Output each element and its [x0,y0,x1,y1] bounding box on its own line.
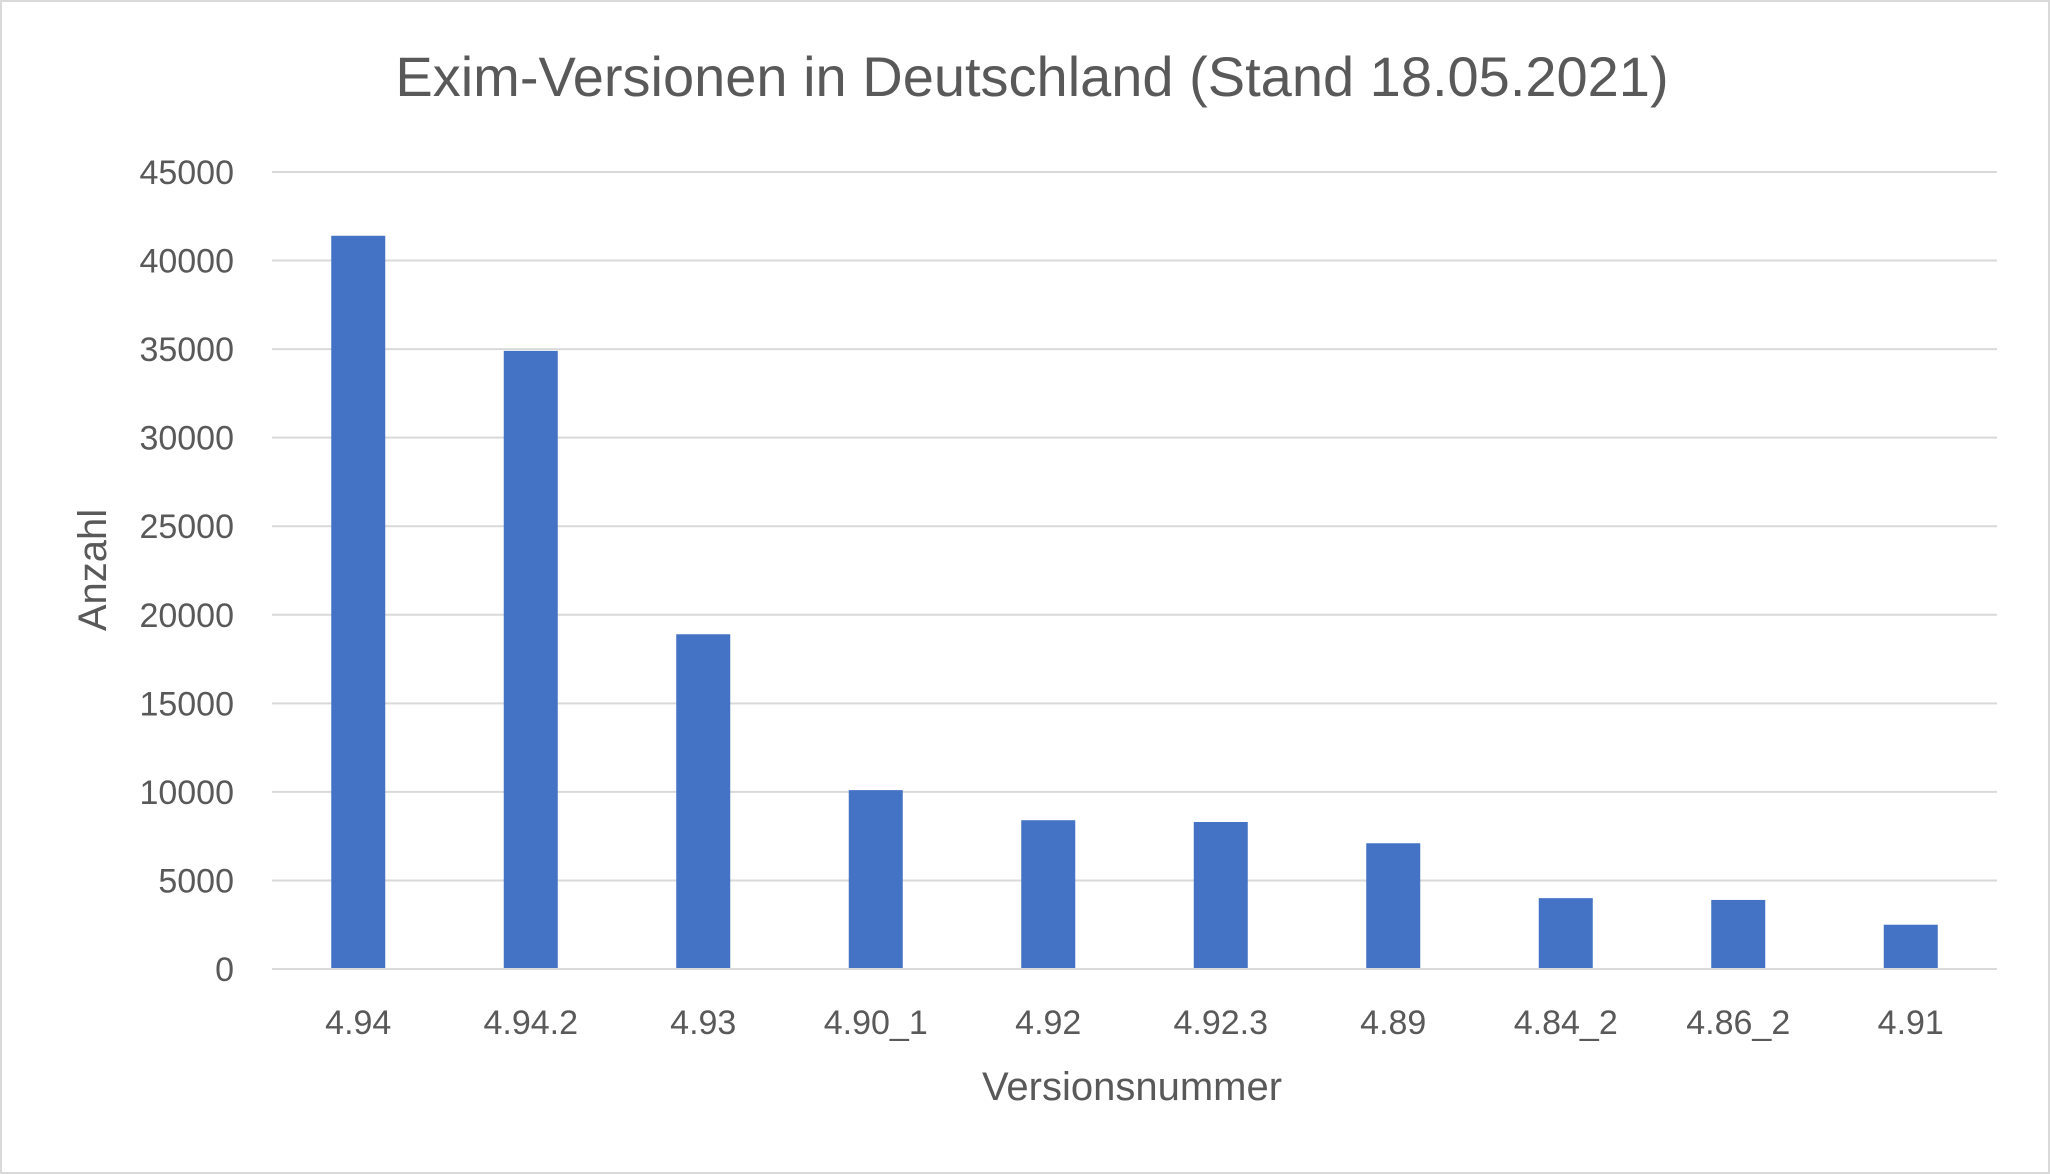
y-tick-label: 15000 [139,685,234,723]
x-tick-label: 4.93 [670,1004,736,1042]
bar-4.84_2 [1538,898,1593,969]
x-tick-label: 4.89 [1360,1004,1426,1042]
bar-4.86_2 [1711,899,1766,969]
bar-4.92 [1021,820,1076,969]
y-tick-label: 45000 [139,154,234,192]
x-tick-label: 4.94 [325,1004,391,1042]
y-tick-label: 25000 [139,508,234,546]
y-axis-title: Anzahl [71,509,115,631]
x-tick-label: 4.84_2 [1514,1004,1618,1042]
x-tick-label: 4.90_1 [824,1004,928,1042]
chart-title: Exim-Versionen in Deutschland (Stand 18.… [395,45,1668,108]
bar-4.93 [676,634,731,969]
bars [331,235,1938,970]
x-axis-title: Versionsnummer [982,1065,1282,1109]
bar-4.90_1 [848,790,903,969]
y-tick-label: 30000 [139,420,234,458]
x-tick-label: 4.94.2 [483,1004,578,1042]
y-tick-label: 0 [215,951,234,989]
bar-4.92.3 [1193,821,1248,969]
gridlines [272,171,1997,882]
x-tick-label: 4.92.3 [1173,1004,1268,1042]
x-axis-tick-labels: 4.94 4.94.2 4.93 4.90_1 4.92 4.92.3 4.89 4.84_2… [325,1004,1944,1042]
y-tick-label: 20000 [139,597,234,635]
bar-4.89 [1366,843,1421,969]
bar-4.94 [331,235,386,969]
x-tick-label: 4.91 [1878,1004,1944,1042]
y-tick-label: 35000 [139,331,234,369]
bar-4.91 [1883,924,1938,969]
x-tick-label: 4.92 [1015,1004,1081,1042]
x-tick-label: 4.86_2 [1686,1004,1790,1042]
y-axis-tick-labels: 0 5000 10000 15000 20000 25000 30000 35000 40000… [139,154,234,989]
y-tick-label: 10000 [139,774,234,812]
bar-4.94.2 [503,350,558,970]
y-tick-label: 5000 [158,862,234,900]
y-tick-label: 40000 [139,243,234,281]
